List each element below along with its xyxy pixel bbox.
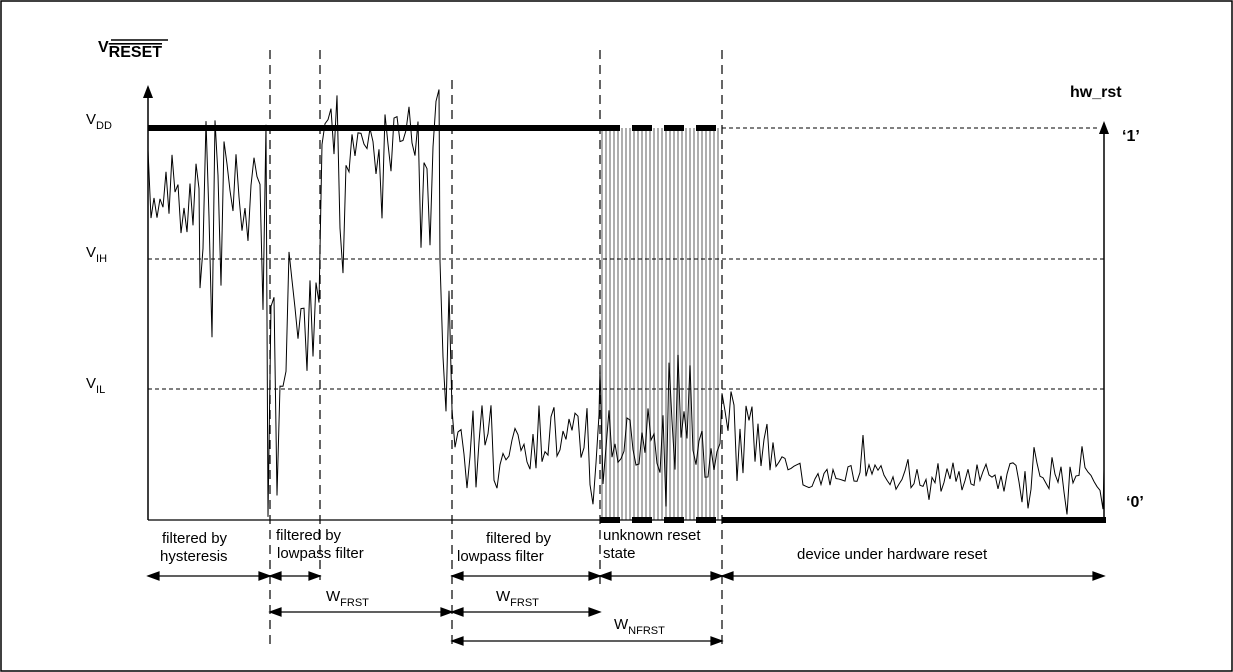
unknown-label-1: unknown reset	[603, 527, 701, 544]
hw-rst-title: hw_rst	[1070, 84, 1122, 101]
lowpass-b-label-2: lowpass filter	[457, 548, 544, 565]
region-boundaries	[269, 50, 723, 650]
dimension-arrow	[268, 607, 454, 617]
dimension-arrow	[450, 636, 724, 646]
hardware-reset-label: device under hardware reset	[797, 546, 988, 563]
voltage-axis-title: VRESET	[98, 39, 162, 61]
lowpass-a-label-2: lowpass filter	[277, 545, 364, 562]
logic-zero-label: ‘0’	[1126, 494, 1144, 511]
dimension-arrow	[146, 571, 272, 581]
unknown-state-hatch	[601, 128, 719, 520]
dimension-arrow	[450, 607, 602, 617]
vdd-label: VDD	[86, 111, 112, 132]
lowpass-a-label-1: filtered by	[276, 527, 342, 544]
vih-label: VIH	[86, 244, 107, 265]
unknown-label-2: state	[603, 545, 636, 562]
dimension-arrow	[598, 571, 724, 581]
vil-label: VIL	[86, 375, 105, 396]
hysteresis-label-1: filtered by	[162, 530, 228, 547]
logic-one-label: ‘1’	[1122, 128, 1140, 145]
hysteresis-label-2: hysteresis	[160, 548, 228, 565]
voltage-axis-arrow	[143, 85, 153, 98]
lowpass-b-label-1: filtered by	[486, 530, 552, 547]
dimension-arrow	[450, 571, 602, 581]
dimension-arrow	[268, 571, 322, 581]
frst-width-label-a: WFRST	[326, 588, 369, 609]
dimension-arrow	[720, 571, 1106, 581]
frst-width-label-b: WFRST	[496, 588, 539, 609]
hw-rst-axis-arrow	[1099, 121, 1109, 134]
width-dimensions	[146, 571, 1106, 646]
reset-noise-signal	[147, 89, 1105, 517]
nfrst-width-label: WNFRST	[614, 616, 665, 637]
